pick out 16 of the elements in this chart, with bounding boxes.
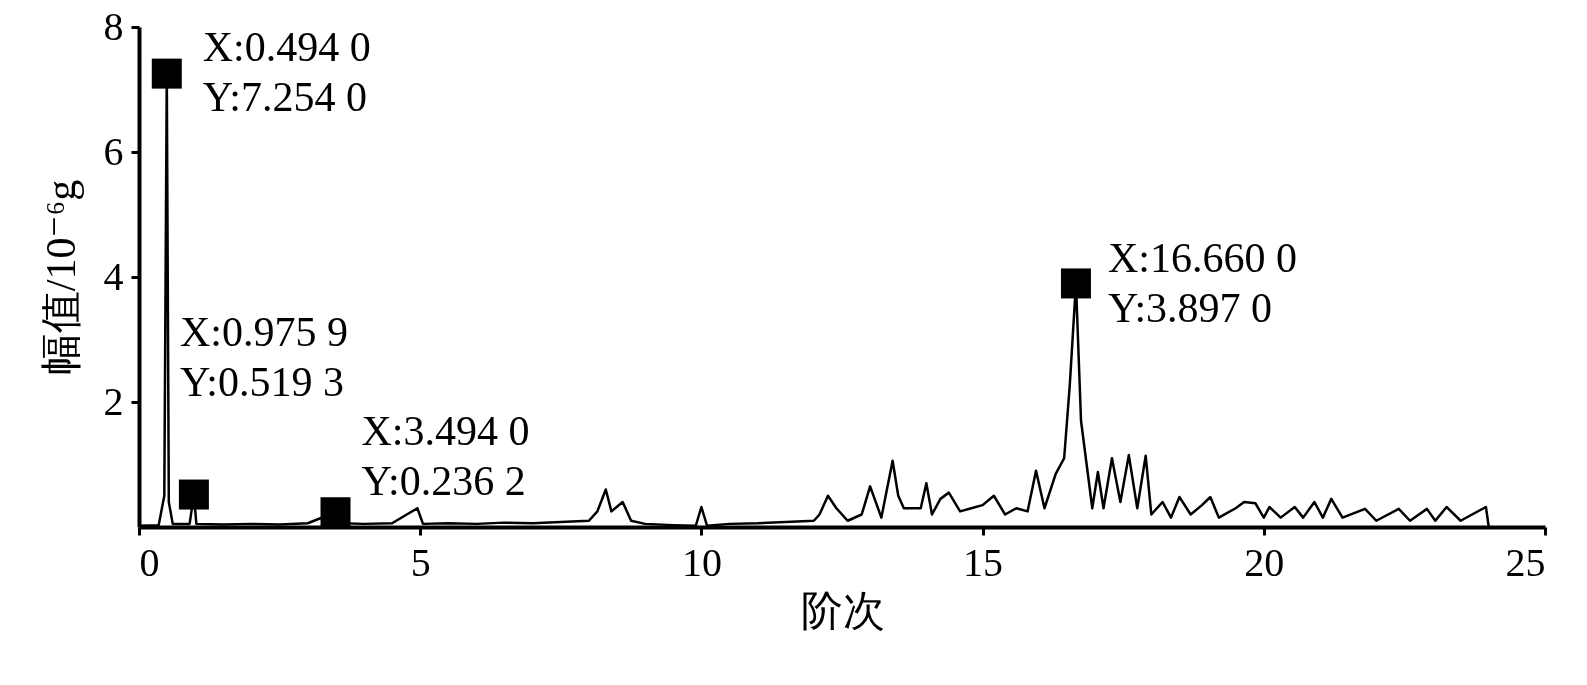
x-tick-label: 10 <box>681 539 722 585</box>
annotation: X:3.494 0 Y:0.236 2 <box>361 408 530 505</box>
x-tick-label: 15 <box>963 539 1004 585</box>
x-tick-label: 20 <box>1244 539 1285 585</box>
y-axis-title: 幅值/10⁻⁶g <box>37 179 84 376</box>
annotation: X:16.660 0 Y:3.897 0 <box>1107 235 1297 332</box>
annotation: X:0.975 9 Y:0.519 3 <box>179 308 348 405</box>
y-tick-label: 4 <box>103 253 124 299</box>
y-tick-label: 6 <box>103 128 124 174</box>
x-tick-label: 0 <box>139 539 160 585</box>
x-tick-label: 25 <box>1505 539 1546 585</box>
x-axis-title: 阶次 <box>800 587 885 634</box>
y-tick-label: 8 <box>103 3 124 49</box>
y-tick-label: 2 <box>103 378 124 424</box>
x-tick-label: 5 <box>410 539 431 585</box>
annotation: X:0.494 0 Y:7.254 0 <box>202 23 371 120</box>
